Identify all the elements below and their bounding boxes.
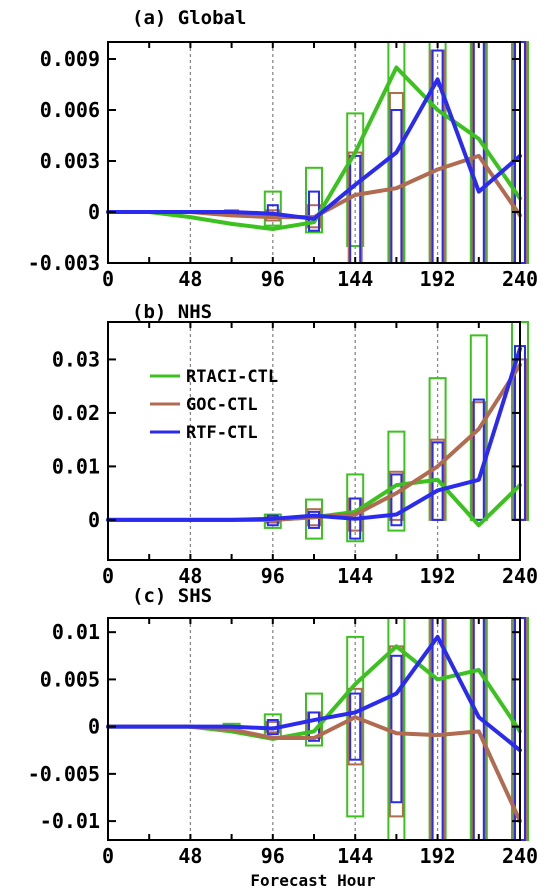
y-tick-label: 0.005 xyxy=(40,667,100,691)
spread-box-rtf-ctl xyxy=(472,617,485,841)
x-tick-label: 96 xyxy=(261,267,285,291)
y-tick-label: 0.03 xyxy=(52,347,100,371)
series-line-goc-ctl xyxy=(106,153,522,220)
spread-box-rtaci-ctl xyxy=(305,166,323,234)
spread-box-goc-ctl xyxy=(347,687,363,766)
x-axis-label: Forecast Hour xyxy=(250,871,375,890)
x-tick-label: 192 xyxy=(420,564,456,588)
spread-box-rtf-ctl xyxy=(390,654,403,804)
y-tick-label: 0 xyxy=(88,200,100,224)
y-tick-label: 0.009 xyxy=(40,47,100,71)
series-line-rtf-ctl xyxy=(106,77,522,221)
y-tick-label: 0.01 xyxy=(52,620,100,644)
x-tick-label: 48 xyxy=(178,844,202,868)
y-tick-label: 0.01 xyxy=(52,454,100,478)
x-tick-label: 48 xyxy=(178,564,202,588)
x-tick-label: 48 xyxy=(178,267,202,291)
x-tick-label: 144 xyxy=(337,267,373,291)
y-tick-label: 0.003 xyxy=(40,149,100,173)
x-tick-label: 0 xyxy=(102,267,114,291)
y-tick-label: 0 xyxy=(88,715,100,739)
x-tick-label: 0 xyxy=(102,564,114,588)
x-tick-label: 96 xyxy=(261,844,285,868)
spread-box-rtf-ctl xyxy=(472,41,485,264)
spread-box-rtaci-ctl xyxy=(387,430,406,532)
legend-label: RTACI-CTL xyxy=(186,367,278,387)
x-tick-label: 144 xyxy=(337,564,373,588)
panel-title: (b) NHS xyxy=(132,301,212,323)
legend-label: GOC-CTL xyxy=(186,395,258,415)
x-tick-label: 192 xyxy=(420,267,456,291)
y-tick-label: 0 xyxy=(88,508,100,532)
x-tick-label: 240 xyxy=(502,267,538,291)
spread-box-rtaci-ctl xyxy=(346,635,365,818)
spread-box-rtf-ctl xyxy=(349,692,362,761)
spread-box-rtf-ctl xyxy=(308,190,320,232)
series-line-rtf-ctl xyxy=(106,346,522,522)
spread-box-rtaci-ctl xyxy=(263,190,282,227)
panel-title: (c) SHS xyxy=(132,585,212,607)
panel-shs: (c) SHS -0.01 -0.005 0 0.005 0.01 0 48 96 144 192 2… xyxy=(28,585,538,868)
x-tick-label: 96 xyxy=(261,564,285,588)
spread-box-rtf-ctl xyxy=(308,510,320,529)
series-line-rtf-ctl xyxy=(106,634,522,753)
y-tick-label: -0.01 xyxy=(40,809,100,833)
y-tick-label: -0.003 xyxy=(28,251,100,275)
spread-box-rtf-ctl xyxy=(390,473,403,527)
x-tick-label: 192 xyxy=(420,844,456,868)
x-tick-label: 240 xyxy=(502,564,538,588)
y-tick-label: 0.006 xyxy=(40,98,100,122)
x-tick-label: 0 xyxy=(102,844,114,868)
y-tick-label: -0.005 xyxy=(28,762,100,786)
y-tick-label: 0.02 xyxy=(52,401,100,425)
x-tick-label: 144 xyxy=(337,844,373,868)
panel-nhs: (b) NHS 0 0.01 0.02 0.03 0 48 96 144 192 240 RTACI-… xyxy=(52,301,538,588)
series-line-goc-ctl xyxy=(106,362,522,522)
legend-label: RTF-CTL xyxy=(186,423,258,443)
spread-box-rtf-ctl xyxy=(472,398,485,521)
x-tick-label: 240 xyxy=(502,844,538,868)
panel-title: (a) Global xyxy=(132,7,246,29)
